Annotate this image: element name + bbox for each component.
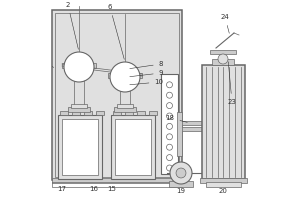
Bar — [84, 111, 92, 115]
Circle shape — [110, 62, 140, 92]
Bar — [137, 111, 145, 115]
Bar — [52, 10, 182, 180]
Bar — [120, 70, 130, 75]
Text: 15: 15 — [108, 186, 116, 192]
Bar — [72, 111, 80, 115]
Bar — [178, 127, 202, 131]
Circle shape — [167, 103, 172, 109]
Bar — [52, 178, 182, 183]
Bar — [212, 59, 234, 65]
Bar — [178, 121, 202, 125]
Bar — [200, 178, 247, 183]
Text: 2: 2 — [66, 2, 78, 49]
Text: 17: 17 — [58, 186, 67, 192]
Bar — [117, 75, 133, 83]
Circle shape — [64, 52, 94, 82]
Bar — [115, 119, 152, 175]
Circle shape — [167, 123, 172, 129]
Bar — [71, 104, 87, 108]
Bar — [52, 182, 182, 187]
Bar — [117, 104, 133, 108]
Bar — [202, 65, 245, 179]
Circle shape — [167, 134, 172, 140]
Bar — [161, 74, 178, 174]
Text: 24: 24 — [220, 14, 230, 33]
Bar — [210, 50, 236, 54]
Text: 8: 8 — [130, 61, 163, 69]
Text: 10: 10 — [130, 79, 164, 85]
Bar — [108, 73, 142, 78]
Bar — [206, 182, 241, 187]
Circle shape — [218, 54, 228, 64]
Circle shape — [167, 113, 172, 119]
Bar — [60, 111, 68, 115]
Circle shape — [167, 155, 172, 161]
Bar — [169, 181, 193, 187]
Circle shape — [170, 162, 192, 184]
Bar — [62, 63, 96, 68]
Circle shape — [167, 82, 172, 88]
Circle shape — [176, 168, 186, 178]
Bar — [68, 107, 90, 112]
Bar — [71, 65, 87, 73]
Text: 19: 19 — [176, 188, 185, 194]
Bar — [61, 119, 98, 175]
Bar — [111, 115, 155, 179]
Bar — [177, 112, 182, 156]
Text: 16: 16 — [89, 186, 98, 192]
Bar — [125, 111, 133, 115]
Bar — [96, 111, 104, 115]
Bar — [74, 60, 84, 65]
Circle shape — [167, 165, 172, 171]
Bar — [55, 13, 179, 177]
Text: 23: 23 — [228, 62, 236, 105]
Bar — [114, 107, 136, 112]
Circle shape — [167, 92, 172, 98]
Text: 20: 20 — [219, 188, 227, 194]
Text: 9: 9 — [130, 70, 163, 77]
Text: 18: 18 — [166, 115, 187, 122]
Text: 6: 6 — [108, 4, 124, 59]
Circle shape — [167, 144, 172, 150]
Bar — [149, 111, 157, 115]
Bar — [58, 115, 102, 179]
Bar — [113, 111, 121, 115]
